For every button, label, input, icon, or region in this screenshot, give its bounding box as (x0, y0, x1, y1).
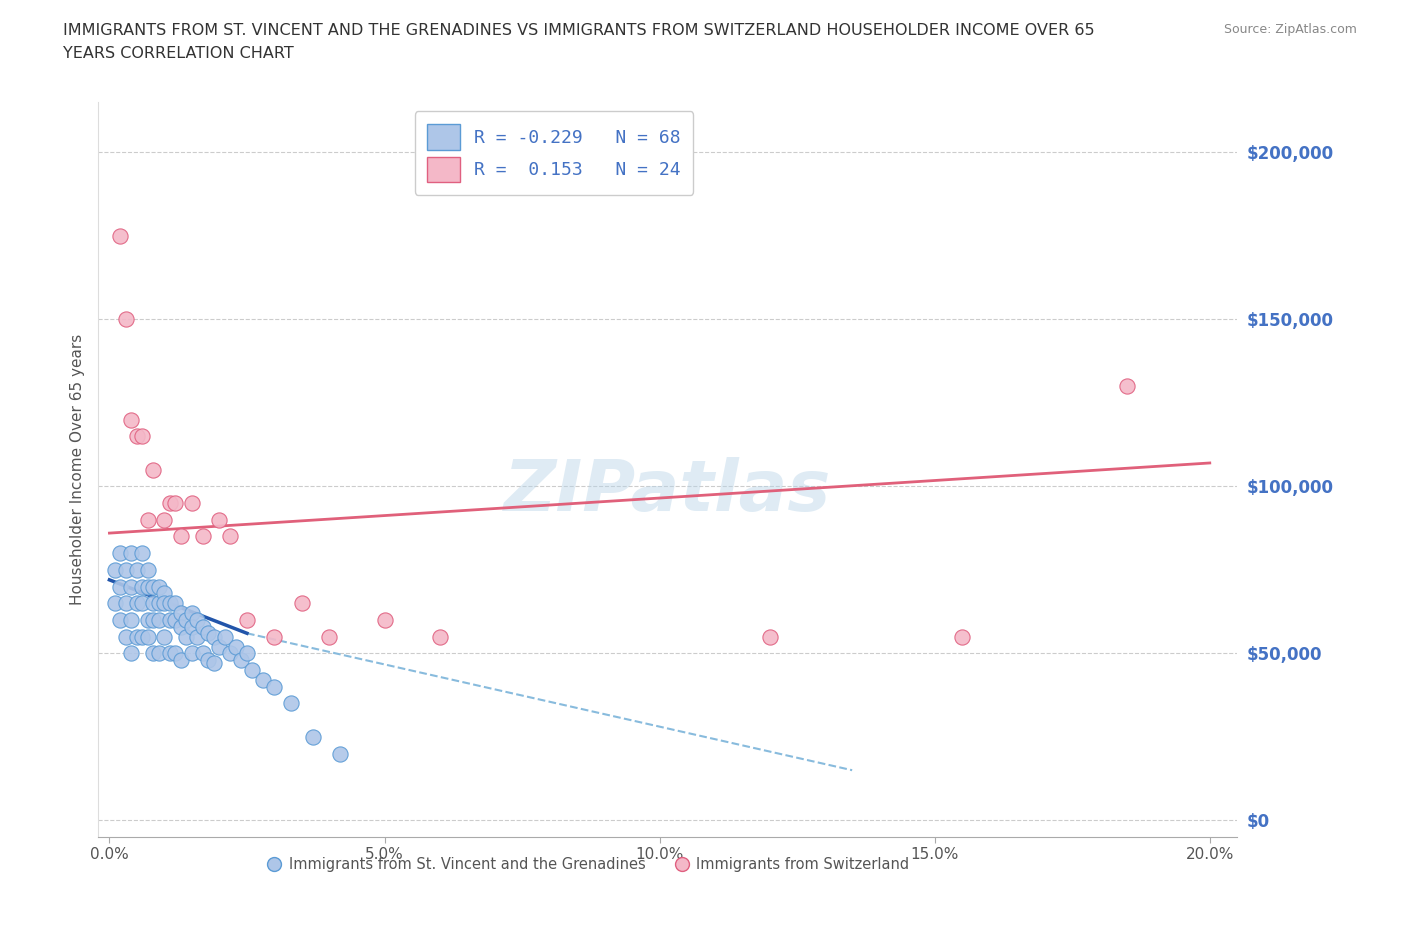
Point (170, 605, 193, 620)
Point (153, 630, 176, 644)
Point (263, 679, 285, 694)
Point (236, 645, 259, 660)
Text: Source: ZipAtlas.com: Source: ZipAtlas.com (1223, 23, 1357, 36)
Point (165, 645, 187, 660)
Point (186, 630, 208, 644)
Point (242, 662, 264, 677)
Point (214, 630, 236, 644)
Point (159, 596, 181, 611)
Point (191, 529, 214, 544)
Point (120, 546, 142, 561)
Point (120, 613, 142, 628)
Point (165, 596, 187, 611)
Point (125, 630, 148, 644)
Point (120, 645, 142, 660)
Point (153, 596, 176, 611)
Point (252, 672, 274, 687)
Point (142, 645, 165, 660)
Point (280, 696, 302, 711)
Point (104, 563, 127, 578)
Point (148, 579, 170, 594)
Point (318, 630, 340, 644)
Point (131, 596, 153, 611)
Point (159, 613, 181, 628)
Legend: Immigrants from St. Vincent and the Grenadines, Immigrants from Switzerland: Immigrants from St. Vincent and the Gren… (262, 851, 915, 878)
Point (225, 639, 247, 654)
Point (191, 619, 214, 634)
Point (125, 596, 148, 611)
Point (219, 529, 242, 544)
Point (125, 563, 148, 578)
Point (159, 496, 181, 511)
Point (159, 645, 181, 660)
Point (131, 546, 153, 561)
Point (208, 639, 231, 654)
Point (136, 613, 159, 628)
Point (236, 613, 259, 628)
Point (291, 596, 314, 611)
Point (115, 630, 138, 644)
Point (142, 462, 165, 477)
Point (181, 496, 204, 511)
Point (125, 429, 148, 444)
Y-axis label: Householder Income Over 65 years: Householder Income Over 65 years (69, 334, 84, 605)
Point (136, 563, 159, 578)
Point (136, 579, 159, 594)
Point (142, 596, 165, 611)
Point (219, 645, 242, 660)
Point (131, 429, 153, 444)
Point (170, 619, 193, 634)
Point (170, 529, 193, 544)
Point (202, 656, 225, 671)
Text: YEARS CORRELATION CHART: YEARS CORRELATION CHART (63, 46, 294, 61)
Point (142, 613, 165, 628)
Point (373, 613, 395, 628)
Point (181, 619, 204, 634)
Point (950, 630, 973, 644)
Point (148, 596, 170, 611)
Text: IMMIGRANTS FROM ST. VINCENT AND THE GRENADINES VS IMMIGRANTS FROM SWITZERLAND HO: IMMIGRANTS FROM ST. VINCENT AND THE GREN… (63, 23, 1095, 38)
Point (136, 512, 159, 527)
Point (429, 630, 451, 644)
Point (120, 412, 142, 427)
Point (142, 579, 165, 594)
Point (1116, 379, 1139, 393)
Point (329, 746, 352, 761)
Point (208, 512, 231, 527)
Point (153, 586, 176, 601)
Point (176, 630, 198, 644)
Point (148, 645, 170, 660)
Point (131, 630, 153, 644)
Point (197, 653, 219, 668)
Point (115, 563, 138, 578)
Point (186, 613, 208, 628)
Point (191, 645, 214, 660)
Point (181, 645, 204, 660)
Point (231, 653, 253, 668)
Text: ZIPatlas: ZIPatlas (505, 458, 831, 526)
Point (176, 613, 198, 628)
Point (110, 613, 132, 628)
Point (110, 229, 132, 244)
Point (115, 312, 138, 326)
Point (110, 579, 132, 594)
Point (115, 596, 138, 611)
Point (197, 626, 219, 641)
Point (120, 579, 142, 594)
Point (104, 596, 127, 611)
Point (165, 613, 187, 628)
Point (148, 613, 170, 628)
Point (181, 605, 204, 620)
Point (131, 579, 153, 594)
Point (165, 496, 187, 511)
Point (758, 630, 780, 644)
Point (170, 653, 193, 668)
Point (153, 512, 176, 527)
Point (136, 630, 159, 644)
Point (110, 546, 132, 561)
Point (202, 630, 225, 644)
Point (263, 630, 285, 644)
Point (302, 729, 325, 744)
